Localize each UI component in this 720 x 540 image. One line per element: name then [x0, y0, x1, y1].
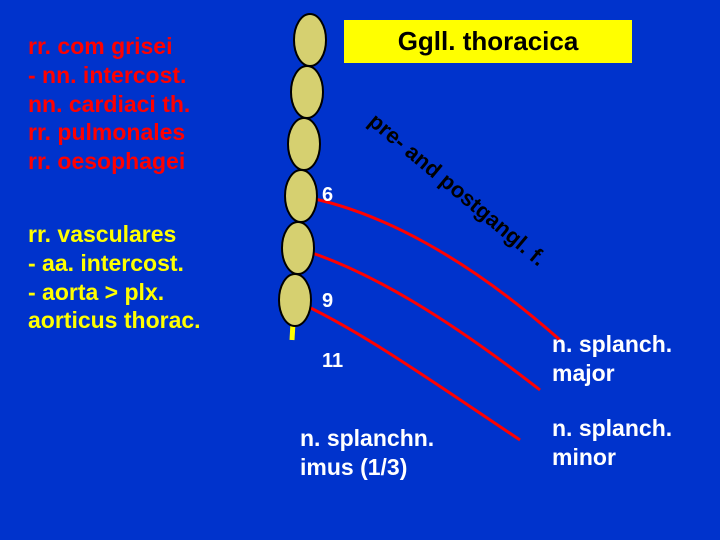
- title-text: Ggll. thoracica: [398, 26, 579, 56]
- left-block-1: rr. com grisei- nn. intercost.nn. cardia…: [28, 32, 190, 176]
- label-splanch-imus: n. splanchn.imus (1/3): [300, 424, 434, 482]
- label-11: 11: [322, 350, 343, 373]
- left-block-2: rr. vasculares- aa. intercost.- aorta > …: [28, 220, 201, 335]
- title-box: Ggll. thoracica: [344, 20, 632, 63]
- label-splanch-minor: n. splanch.minor: [552, 414, 672, 472]
- label-splanch-major: n. splanch.major: [552, 330, 672, 388]
- label-6: 6: [322, 184, 333, 207]
- label-9: 9: [322, 290, 333, 313]
